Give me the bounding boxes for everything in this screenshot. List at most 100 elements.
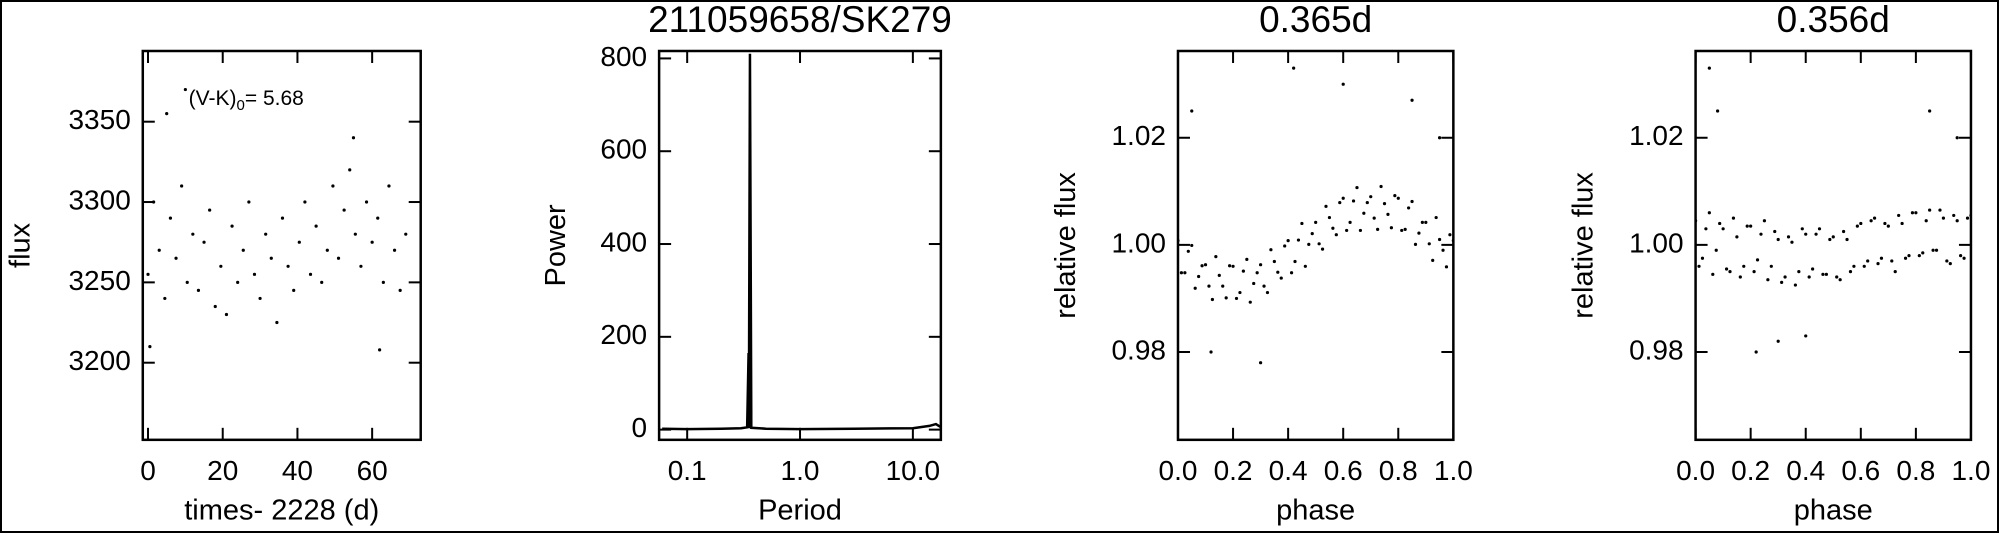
point	[202, 240, 206, 244]
point	[1811, 267, 1815, 271]
point	[1276, 270, 1280, 274]
point	[1893, 270, 1897, 274]
point	[308, 272, 313, 276]
point	[163, 296, 167, 301]
point	[1711, 272, 1715, 276]
point	[1721, 227, 1725, 231]
point	[1900, 221, 1904, 226]
point	[1252, 281, 1256, 286]
point	[1203, 263, 1208, 267]
point	[1914, 211, 1918, 215]
point	[180, 184, 184, 188]
point	[1724, 267, 1729, 271]
point	[1807, 275, 1811, 279]
point	[1780, 280, 1784, 284]
point	[1448, 233, 1452, 237]
point	[1186, 249, 1190, 253]
point	[196, 288, 201, 293]
point	[1286, 238, 1290, 243]
point	[1355, 185, 1359, 190]
y-axis-label: relative flux	[1050, 172, 1082, 319]
point	[1234, 296, 1239, 301]
point	[381, 280, 385, 284]
point	[1952, 213, 1956, 218]
point	[1773, 229, 1777, 234]
point	[1190, 243, 1194, 248]
point	[1283, 244, 1287, 248]
point	[370, 240, 374, 244]
point	[331, 184, 335, 188]
point	[1334, 233, 1338, 237]
point	[387, 184, 391, 188]
point	[1824, 272, 1828, 276]
y-tick-label: 3200	[68, 345, 130, 376]
point	[1700, 256, 1705, 260]
point	[1245, 257, 1249, 261]
point	[1945, 259, 1949, 263]
x-tick-label: 0.4	[1786, 455, 1825, 486]
point	[1934, 248, 1939, 252]
point	[1258, 263, 1263, 267]
point	[1224, 296, 1228, 300]
x-tick-label: 0.2	[1731, 455, 1770, 486]
plot-frame	[1694, 49, 1973, 442]
point	[1241, 269, 1245, 273]
plot-frame	[141, 49, 422, 442]
x-tick-label: 0	[140, 455, 156, 486]
point	[1372, 216, 1376, 220]
point	[224, 312, 229, 317]
point	[258, 296, 262, 301]
point	[1427, 242, 1431, 246]
point	[1755, 258, 1760, 262]
point	[376, 216, 380, 220]
y-axis-label: Power	[540, 204, 572, 287]
panel-title: 0.356d	[1777, 0, 1890, 40]
point	[1797, 270, 1801, 274]
point	[1221, 284, 1225, 288]
point	[1804, 334, 1808, 338]
panel: 0.0 0.2 0.4 0.6 0.8 1.0 0.98 1.00 1.02 0.356d phas…	[1567, 0, 1990, 527]
x-tick-label: 40	[282, 455, 313, 486]
point	[404, 232, 408, 236]
point	[1742, 264, 1746, 268]
point	[1697, 264, 1701, 268]
point	[264, 232, 268, 236]
point	[1293, 259, 1297, 264]
point	[1821, 272, 1825, 276]
point	[398, 288, 402, 293]
point	[1362, 211, 1366, 215]
point	[1262, 284, 1266, 288]
point	[1434, 215, 1438, 220]
point	[1317, 242, 1321, 246]
point	[1424, 220, 1428, 224]
point	[1389, 226, 1393, 230]
point	[392, 248, 397, 252]
point	[1444, 265, 1449, 269]
point	[1872, 216, 1877, 220]
point	[1793, 283, 1798, 287]
annotation-part: (V-K)	[189, 87, 237, 110]
point	[1928, 109, 1932, 113]
point	[1928, 208, 1932, 212]
point	[1917, 253, 1921, 258]
point	[1817, 227, 1822, 231]
annotation: (V-K)0= 5.68	[189, 87, 304, 114]
point	[1217, 273, 1221, 278]
point	[1382, 202, 1387, 206]
point	[1931, 248, 1935, 252]
point	[280, 216, 285, 220]
point	[1910, 211, 1915, 215]
point	[1707, 211, 1711, 215]
point	[303, 200, 307, 204]
point	[1938, 208, 1942, 212]
x-tick-label: 10.0	[886, 455, 941, 486]
point	[1948, 262, 1952, 266]
point	[351, 136, 356, 140]
point	[1845, 237, 1849, 242]
y-tick-label: 0.98	[1629, 334, 1684, 365]
point	[364, 200, 369, 204]
point	[1766, 278, 1770, 282]
point	[1310, 232, 1314, 236]
